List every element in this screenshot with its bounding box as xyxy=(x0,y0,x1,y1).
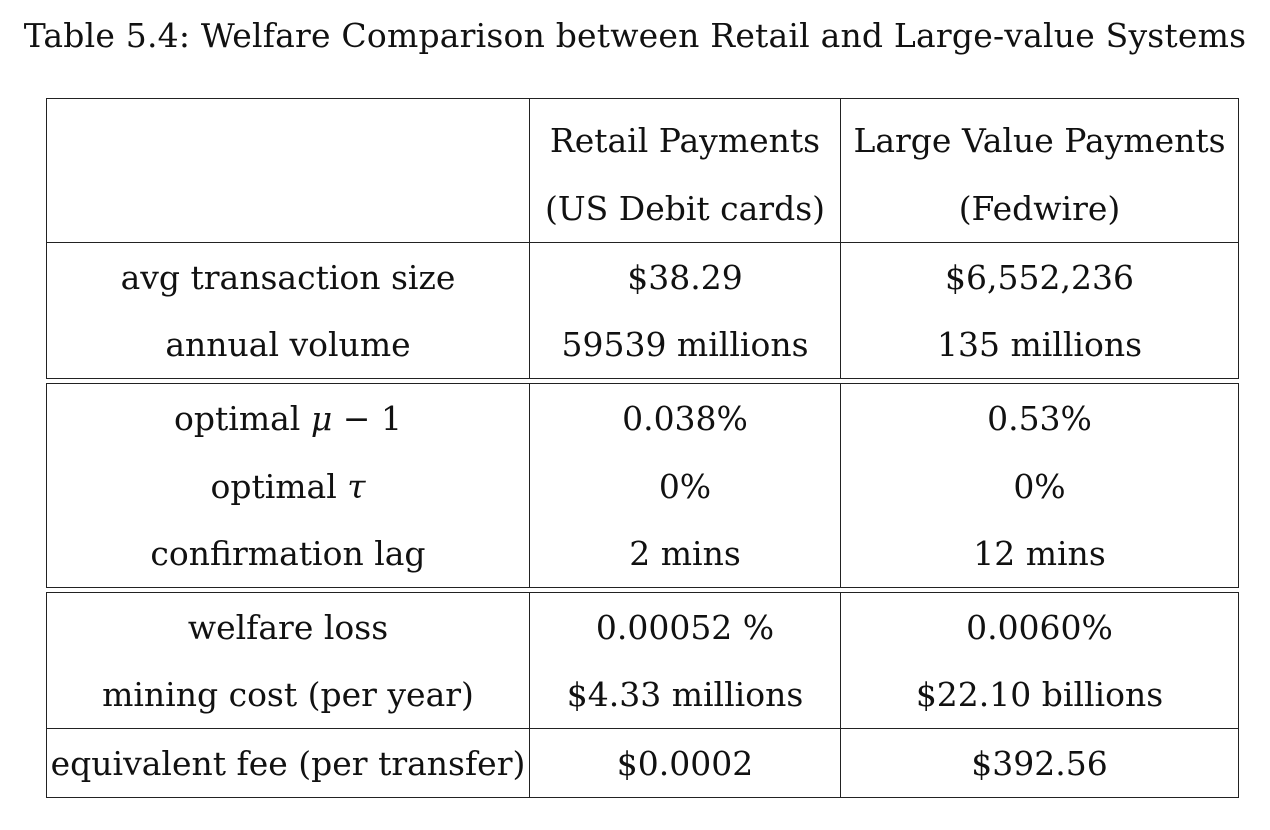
retail-value: 59539 millions xyxy=(530,311,841,379)
retail-value: 0.00052 % xyxy=(530,592,841,661)
large-value: 0% xyxy=(841,452,1239,520)
table-row-welfare-loss: welfare loss 0.00052 % 0.0060% xyxy=(46,592,1239,661)
table-row-annual-volume: annual volume 59539 millions 135 million… xyxy=(46,311,1239,379)
retail-value: $4.33 millions xyxy=(530,661,841,729)
large-value: $22.10 billions xyxy=(841,661,1239,729)
row-label: optimal τ xyxy=(46,452,530,520)
row-label: mining cost (per year) xyxy=(46,661,530,729)
welfare-comparison-table: Retail Payments Large Value Payments (US… xyxy=(46,98,1239,798)
header-row-2: (US Debit cards) (Fedwire) xyxy=(46,175,1239,243)
label-prefix: optimal xyxy=(210,466,348,506)
row-label: confirmation lag xyxy=(46,520,530,588)
table-row-optimal-tau: optimal τ 0% 0% xyxy=(46,452,1239,520)
table-row-optimal-mu: optimal μ − 1 0.038% 0.53% xyxy=(46,383,1239,452)
retail-value: $0.0002 xyxy=(530,729,841,798)
row-label: welfare loss xyxy=(46,592,530,661)
header-row-1: Retail Payments Large Value Payments xyxy=(46,98,1239,175)
retail-value: 0.038% xyxy=(530,383,841,452)
retail-value: 0% xyxy=(530,452,841,520)
table-caption: Table 5.4: Welfare Comparison between Re… xyxy=(23,16,1247,55)
header-corner-blank xyxy=(46,175,530,243)
label-suffix: − 1 xyxy=(332,398,402,438)
header-retail-line2: (US Debit cards) xyxy=(530,175,841,243)
header-large-line2: (Fedwire) xyxy=(841,175,1239,243)
table-row-avg-transaction-size: avg transaction size $38.29 $6,552,236 xyxy=(46,243,1239,311)
large-value: 0.53% xyxy=(841,383,1239,452)
header-corner xyxy=(46,98,530,175)
retail-value: $38.29 xyxy=(530,243,841,311)
large-value: 135 millions xyxy=(841,311,1239,379)
table-row-equivalent-fee: equivalent fee (per transfer) $0.0002 $3… xyxy=(46,729,1239,798)
table-row-mining-cost: mining cost (per year) $4.33 millions $2… xyxy=(46,661,1239,729)
header-retail-line1: Retail Payments xyxy=(530,98,841,175)
row-label: avg transaction size xyxy=(46,243,530,311)
mu-symbol: μ xyxy=(310,398,333,438)
label-prefix: optimal xyxy=(174,398,311,438)
retail-value: 2 mins xyxy=(530,520,841,588)
large-value: 0.0060% xyxy=(841,592,1239,661)
large-value: $392.56 xyxy=(841,729,1239,798)
header-large-line1: Large Value Payments xyxy=(841,98,1239,175)
table-row-confirmation-lag: confirmation lag 2 mins 12 mins xyxy=(46,520,1239,588)
large-value: 12 mins xyxy=(841,520,1239,588)
large-value: $6,552,236 xyxy=(841,243,1239,311)
row-label: equivalent fee (per transfer) xyxy=(46,729,530,798)
tau-symbol: τ xyxy=(347,466,366,506)
row-label: optimal μ − 1 xyxy=(46,383,530,452)
row-label: annual volume xyxy=(46,311,530,379)
